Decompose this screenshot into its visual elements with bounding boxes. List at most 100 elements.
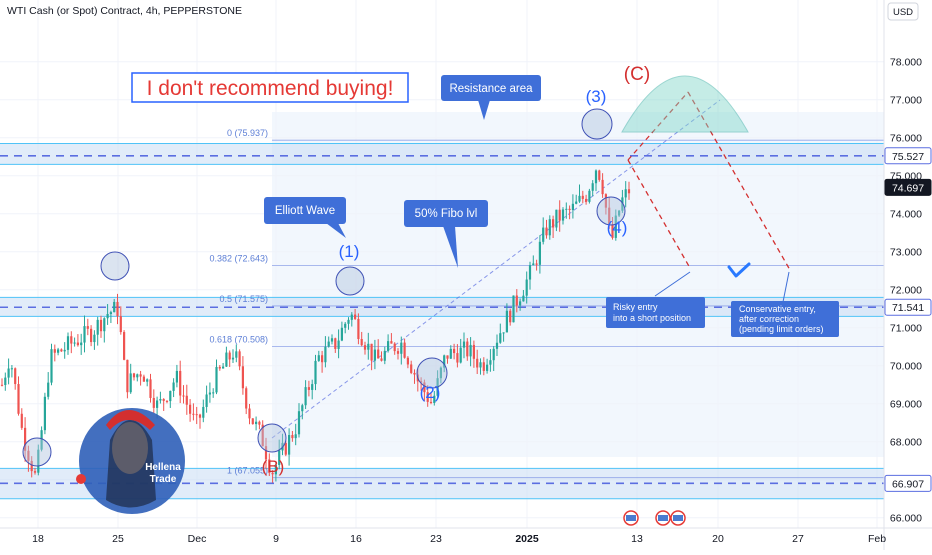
- y-tick-label: 69.000: [890, 398, 922, 410]
- candle-body: [337, 340, 340, 349]
- candle-body: [558, 209, 561, 221]
- candle-body: [439, 367, 442, 379]
- resistance-box: [441, 75, 541, 101]
- price-tag-box: [884, 147, 932, 165]
- candle-body: [618, 210, 621, 216]
- candle-body: [505, 310, 508, 333]
- fibonacci-levels: 0.382 (72.643) 0.5 (71.575) 0.618 (70.508)…: [209, 128, 884, 479]
- candle-body: [126, 359, 129, 393]
- candle-body: [321, 355, 324, 363]
- candle-body: [370, 343, 373, 361]
- y-tick-label: 66.000: [890, 512, 922, 524]
- candle-body: [274, 464, 277, 475]
- wave-marker: [596, 196, 626, 226]
- candle-body: [476, 358, 479, 368]
- candle-body: [363, 345, 367, 350]
- candle-body: [525, 279, 528, 296]
- candle-body: [509, 310, 512, 323]
- candle-body: [80, 342, 83, 346]
- candle-body: [555, 209, 558, 228]
- conservative-entry-line-1: Conservative entry,: [739, 304, 816, 314]
- y-tick-label: 76.000: [890, 132, 922, 144]
- candle-body: [261, 424, 264, 447]
- candle-body: [585, 198, 588, 202]
- candle-body: [189, 404, 192, 414]
- risky-entry-line-2: into a short position: [613, 313, 691, 323]
- fib-label: 0.5 (71.575): [219, 294, 268, 304]
- candle-body: [271, 472, 274, 475]
- price-tag-box: [884, 298, 932, 316]
- candle-body: [426, 392, 429, 402]
- candle-body: [297, 411, 301, 435]
- candle-body: [410, 364, 413, 373]
- fib-label: 0.382 (72.643): [209, 253, 268, 263]
- event-flags: [623, 510, 686, 526]
- candle-body: [548, 219, 551, 236]
- fibo-box: [404, 200, 488, 227]
- candle-body: [109, 312, 112, 314]
- conservative-arrow-line: [782, 271, 790, 303]
- x-tick-label: 9: [273, 533, 279, 545]
- candle-body: [123, 332, 126, 360]
- resistance-pointer: [478, 100, 490, 120]
- candle-body: [17, 384, 20, 414]
- candle-body: [423, 382, 426, 393]
- price-tag-label: 75.527: [892, 151, 924, 163]
- candle-body: [149, 379, 152, 398]
- candle-body: [532, 263, 535, 266]
- candle-body: [456, 353, 459, 363]
- x-tick-label: 2025: [515, 533, 539, 545]
- candle-body: [594, 170, 598, 184]
- candle-body: [387, 341, 390, 351]
- x-tick-label: Feb: [868, 533, 886, 545]
- currency-box[interactable]: [887, 2, 919, 21]
- candle-body: [499, 333, 502, 343]
- wave-label-4: (4): [607, 218, 628, 237]
- candle-body: [268, 459, 271, 473]
- x-tick-label: 13: [631, 533, 643, 545]
- elliott-box: [264, 197, 346, 224]
- candle-body: [146, 379, 149, 382]
- wave-label-1: (1): [339, 242, 360, 261]
- candle-body: [27, 450, 30, 461]
- candle-body: [403, 342, 406, 358]
- candle-body: [601, 179, 604, 195]
- currency-label[interactable]: USD: [893, 7, 913, 18]
- candle-body: [215, 366, 218, 393]
- wave-label-b: (B): [262, 457, 285, 476]
- wave-label-3: (3): [586, 87, 607, 106]
- candle-body: [466, 341, 469, 357]
- risky-arrow-line: [654, 271, 691, 297]
- x-tick-label: 20: [712, 533, 724, 545]
- candle-body: [185, 395, 188, 405]
- candle-body: [198, 414, 202, 418]
- y-tick-label: 70.000: [890, 360, 922, 372]
- candle-body: [373, 349, 376, 361]
- fibo-pointer: [443, 226, 458, 268]
- candle-body: [119, 316, 122, 333]
- candle-body: [225, 352, 228, 367]
- callouts: I don't recommend buying! Resistance are…: [131, 72, 839, 337]
- candle-body: [129, 373, 132, 393]
- x-tick-label: 25: [112, 533, 124, 545]
- candle-body: [598, 170, 601, 180]
- candle-body: [581, 195, 584, 199]
- y-tick-label: 74.000: [890, 208, 922, 220]
- candle-body: [462, 341, 466, 348]
- elliott-text: Elliott Wave: [275, 205, 335, 217]
- us-flag-icon: [658, 515, 668, 521]
- candle-body: [57, 349, 60, 353]
- candle-body: [311, 384, 314, 390]
- wave-markers: [22, 108, 626, 467]
- candle-body: [284, 442, 287, 455]
- candle-body: [192, 413, 195, 415]
- candle-body: [344, 323, 347, 328]
- candle-body: [591, 183, 594, 191]
- candle-body: [486, 364, 489, 371]
- price-tags: 75.527 74.697 71.541 66.907: [884, 147, 932, 492]
- candle-body: [182, 395, 185, 397]
- candle-body: [116, 301, 119, 317]
- candle-body: [357, 318, 360, 340]
- candle-body: [377, 349, 380, 359]
